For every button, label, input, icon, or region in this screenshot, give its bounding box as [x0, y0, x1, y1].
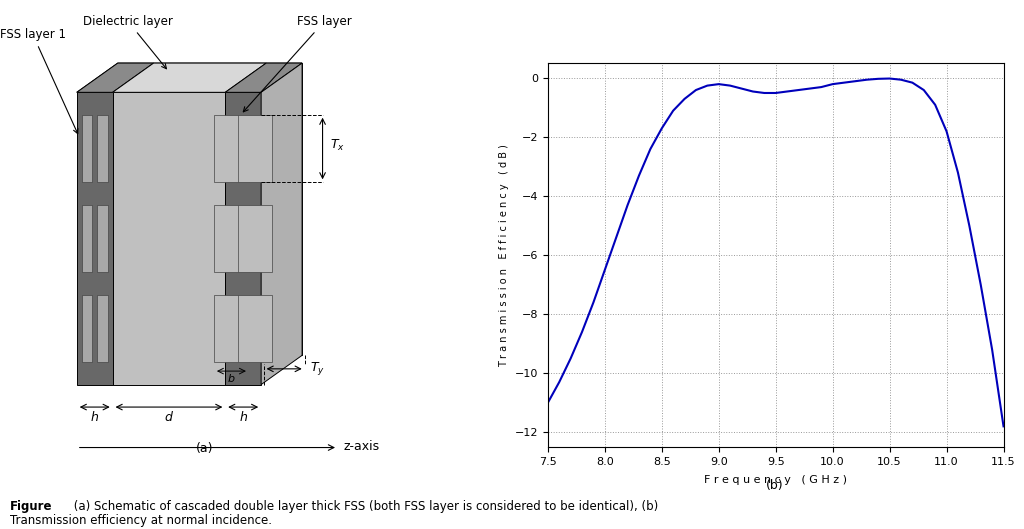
Polygon shape	[97, 115, 108, 182]
Polygon shape	[97, 295, 108, 362]
Text: $T_x$: $T_x$	[331, 138, 345, 153]
Text: $h$: $h$	[239, 409, 248, 424]
Polygon shape	[225, 92, 261, 385]
Text: Figure: Figure	[10, 500, 53, 513]
Text: Transmission efficiency at normal incidence.: Transmission efficiency at normal incide…	[10, 514, 272, 527]
Polygon shape	[77, 63, 302, 92]
Polygon shape	[77, 92, 113, 385]
Polygon shape	[238, 115, 272, 182]
Text: $T_y$: $T_y$	[309, 360, 325, 377]
Polygon shape	[225, 63, 302, 92]
Polygon shape	[77, 63, 154, 92]
Polygon shape	[82, 205, 92, 272]
Text: Dielectric layer: Dielectric layer	[83, 15, 173, 69]
Text: $b$: $b$	[227, 372, 236, 385]
Polygon shape	[97, 205, 108, 272]
Text: $h$: $h$	[90, 409, 99, 424]
Text: FSS layer 1: FSS layer 1	[0, 29, 78, 134]
Polygon shape	[238, 205, 272, 272]
Text: z-axis: z-axis	[343, 440, 379, 453]
Text: $d$: $d$	[164, 409, 174, 424]
Y-axis label: T r a n s m i s s i o n   E f f i c i e n c y   ( d B ): T r a n s m i s s i o n E f f i c i e n …	[499, 144, 509, 367]
Text: (a): (a)	[196, 442, 214, 455]
Polygon shape	[113, 92, 225, 385]
Polygon shape	[82, 295, 92, 362]
Text: (b): (b)	[766, 479, 784, 492]
Polygon shape	[238, 295, 272, 362]
Polygon shape	[82, 115, 92, 182]
X-axis label: F r e q u e n c y   ( G H z ): F r e q u e n c y ( G H z )	[705, 475, 847, 485]
Polygon shape	[214, 205, 249, 272]
Polygon shape	[113, 63, 266, 92]
Text: FSS layer: FSS layer	[244, 15, 351, 112]
Polygon shape	[266, 63, 302, 355]
Text: (a) Schematic of cascaded double layer thick FSS (both FSS layer is considered t: (a) Schematic of cascaded double layer t…	[70, 500, 657, 513]
Polygon shape	[214, 115, 249, 182]
Polygon shape	[261, 63, 302, 385]
Text: $a$: $a$	[251, 318, 260, 331]
Polygon shape	[214, 295, 249, 362]
